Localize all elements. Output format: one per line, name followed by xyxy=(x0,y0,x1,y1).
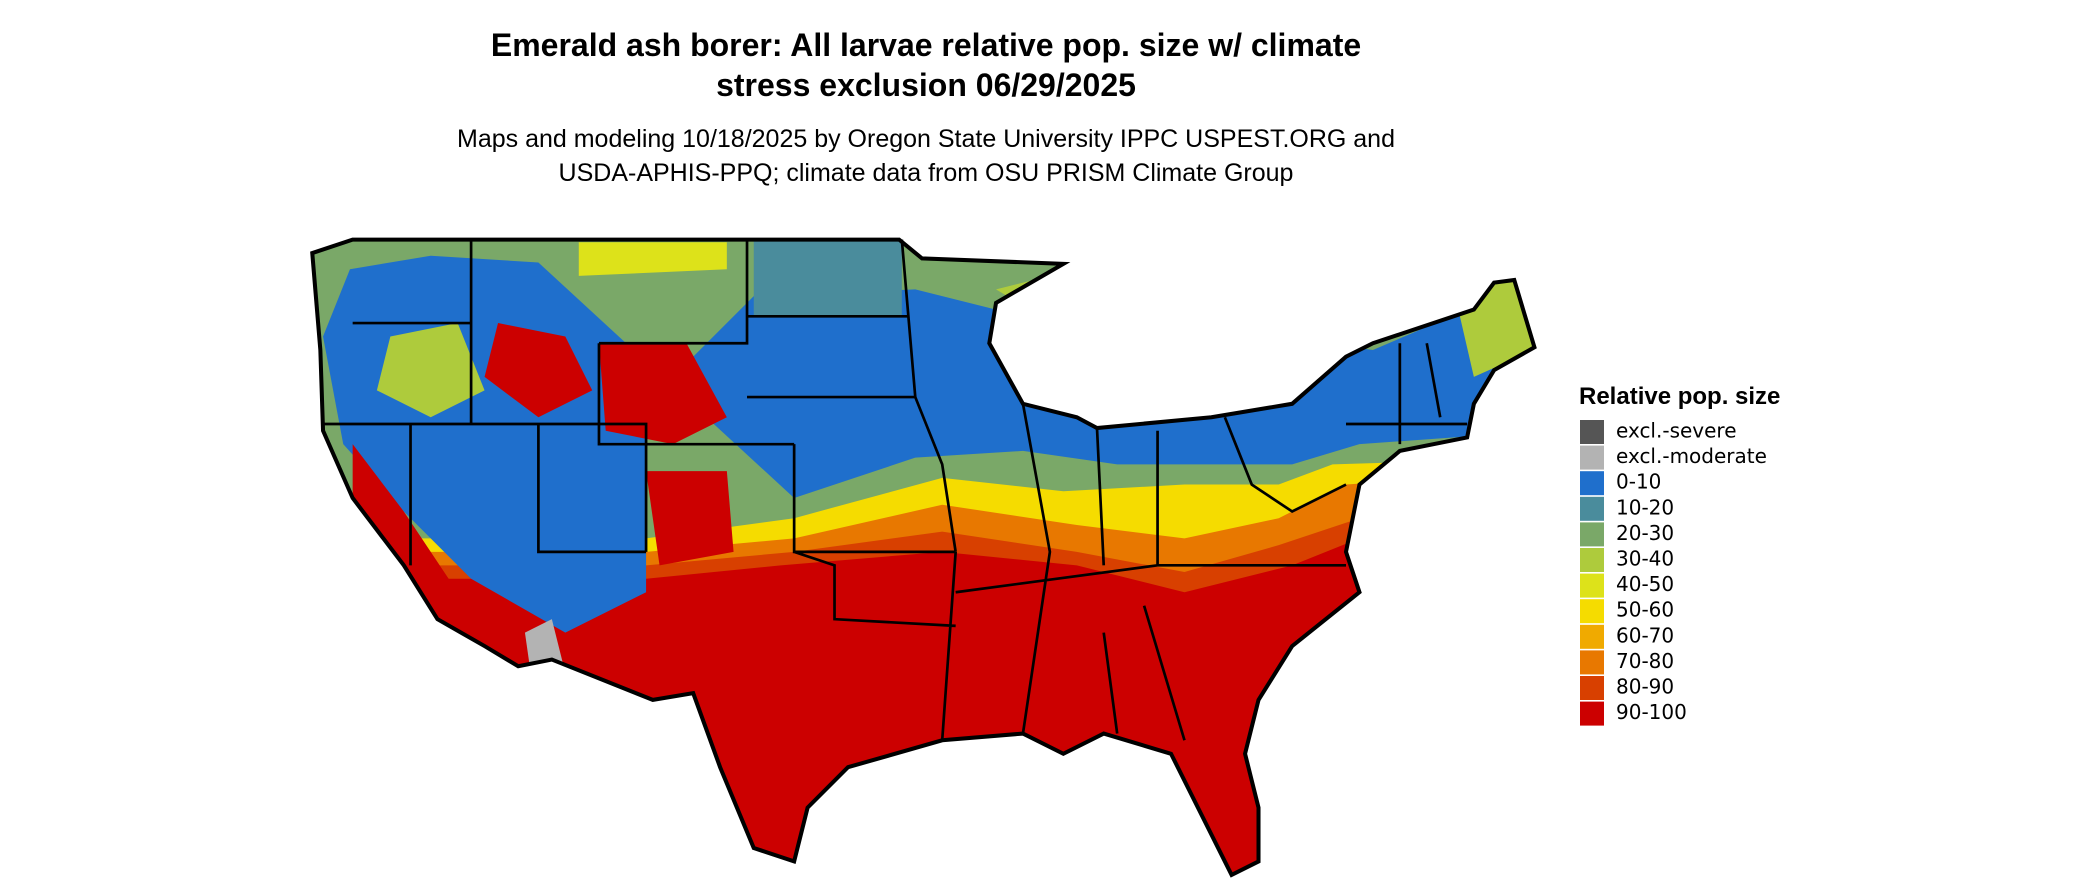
legend-swatch xyxy=(1580,548,1604,572)
legend-swatch xyxy=(1580,650,1604,675)
legend-swatch xyxy=(1580,496,1604,521)
legend-label: 70-80 xyxy=(1616,649,1674,673)
title-line: Emerald ash borer: All larvae relative p… xyxy=(491,27,1361,63)
legend-swatch xyxy=(1580,471,1604,496)
legend-label: 80-90 xyxy=(1616,675,1674,699)
legend-label: 50-60 xyxy=(1616,598,1674,622)
legend-swatch xyxy=(1580,599,1604,624)
legend-swatch xyxy=(1580,701,1604,726)
legend-title: Relative pop. size xyxy=(1579,383,1780,410)
legend-label: 90-100 xyxy=(1616,700,1687,724)
legend-label: excl.-severe xyxy=(1616,419,1737,443)
legend-swatch xyxy=(1580,445,1604,470)
subtitle-line: Maps and modeling 10/18/2025 by Oregon S… xyxy=(457,125,1395,153)
legend-label: 30-40 xyxy=(1616,547,1674,571)
legend-label: 20-30 xyxy=(1616,521,1674,545)
legend-label: 40-50 xyxy=(1616,572,1674,596)
legend: excl.-severeexcl.-moderate0-1010-2020-30… xyxy=(1580,419,1767,726)
subtitle-line: USDA-APHIS-PPQ; climate data from OSU PR… xyxy=(559,159,1294,187)
legend-label: 0-10 xyxy=(1616,470,1661,494)
legend-label: 60-70 xyxy=(1616,623,1674,647)
legend-swatch xyxy=(1580,522,1604,547)
title-line: stress exclusion 06/29/2025 xyxy=(716,67,1136,103)
legend-swatch xyxy=(1580,573,1604,598)
legend-swatch xyxy=(1580,676,1604,700)
legend-swatch xyxy=(1580,420,1604,444)
map xyxy=(269,215,1561,892)
legend-label: excl.-moderate xyxy=(1616,444,1767,468)
legend-label: 10-20 xyxy=(1616,495,1674,519)
legend-swatch xyxy=(1580,624,1604,649)
